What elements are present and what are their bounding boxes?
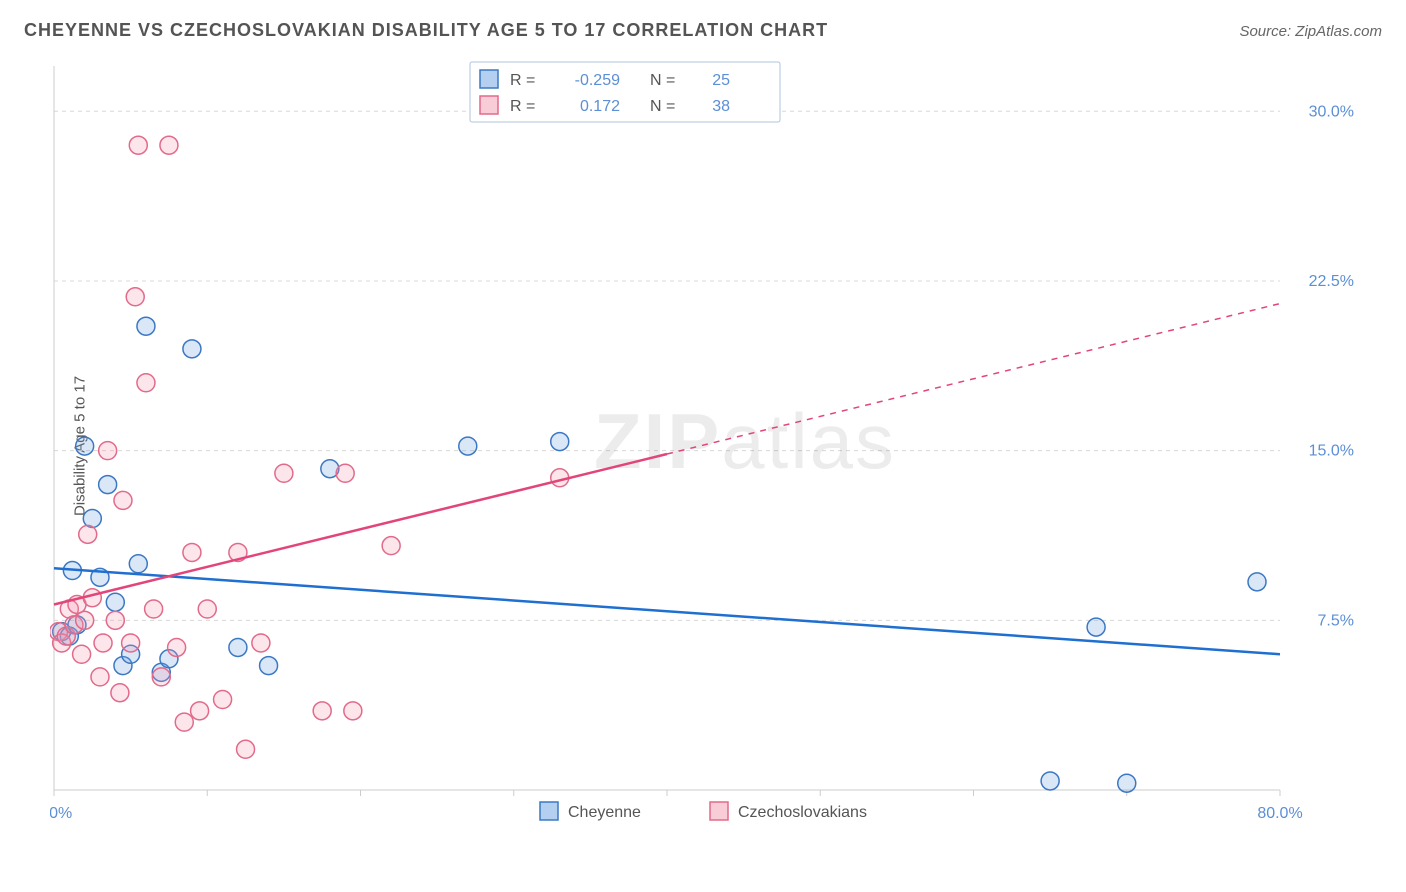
data-point (106, 593, 124, 611)
legend-swatch (480, 70, 498, 88)
watermark: ZIPatlas (594, 397, 896, 485)
data-point (260, 657, 278, 675)
legend-n-value: 38 (712, 98, 730, 115)
data-point (459, 437, 477, 455)
data-point (198, 600, 216, 618)
legend-swatch (540, 802, 558, 820)
data-point (1118, 774, 1136, 792)
data-point (1041, 772, 1059, 790)
data-point (252, 634, 270, 652)
legend-n-value: 25 (712, 72, 730, 89)
data-point (76, 437, 94, 455)
y-tick-label: 15.0% (1309, 443, 1354, 460)
legend-n-label: N = (650, 98, 675, 115)
legend-r-label: R = (510, 72, 535, 89)
data-point (73, 645, 91, 663)
data-point (129, 136, 147, 154)
x-tick-label: 80.0% (1257, 805, 1302, 822)
series-legend: Cheyenne Czechoslovakians (540, 802, 867, 821)
data-point (99, 476, 117, 494)
scatter-chart: 0.0% 80.0% 7.5% 15.0% 22.5% 30.0% ZIPatlas R = -… (50, 60, 1360, 830)
data-point (122, 634, 140, 652)
source-label: Source: ZipAtlas.com (1239, 23, 1382, 40)
data-point (183, 543, 201, 561)
data-point (229, 638, 247, 656)
legend-swatch (480, 96, 498, 114)
data-point (191, 702, 209, 720)
legend-r-label: R = (510, 98, 535, 115)
data-point (94, 634, 112, 652)
data-point (106, 611, 124, 629)
data-point (183, 340, 201, 358)
legend-swatch (710, 802, 728, 820)
x-tick-label: 0.0% (50, 805, 72, 822)
data-point (237, 740, 255, 758)
data-point (175, 713, 193, 731)
data-point (126, 288, 144, 306)
data-point (313, 702, 331, 720)
data-point (91, 668, 109, 686)
data-point (152, 668, 170, 686)
data-point (114, 491, 132, 509)
data-point (137, 374, 155, 392)
data-point (99, 442, 117, 460)
data-point (275, 464, 293, 482)
data-point (551, 433, 569, 451)
data-point (111, 684, 129, 702)
chart-svg: 0.0% 80.0% 7.5% 15.0% 22.5% 30.0% ZIPatlas R = -… (50, 60, 1360, 830)
y-tick-label: 30.0% (1309, 103, 1354, 120)
data-point (129, 555, 147, 573)
data-point (145, 600, 163, 618)
trend-line (54, 454, 667, 604)
stats-legend: R = -0.259 N = 25 R = 0.172 N = 38 (470, 62, 780, 122)
y-tick-label: 22.5% (1309, 273, 1354, 290)
data-point (137, 317, 155, 335)
legend-n-label: N = (650, 72, 675, 89)
data-point (160, 136, 178, 154)
data-point (1248, 573, 1266, 591)
data-point (168, 638, 186, 656)
chart-title: CHEYENNE VS CZECHOSLOVAKIAN DISABILITY A… (24, 20, 828, 41)
data-point (382, 537, 400, 555)
legend-series-label: Cheyenne (568, 804, 641, 821)
data-point (344, 702, 362, 720)
data-point (336, 464, 354, 482)
legend-r-value: -0.259 (575, 72, 620, 89)
legend-r-value: 0.172 (580, 98, 620, 115)
data-point (214, 691, 232, 709)
y-tick-label: 7.5% (1318, 612, 1354, 629)
legend-series-label: Czechoslovakians (738, 804, 867, 821)
data-point (1087, 618, 1105, 636)
data-point (79, 525, 97, 543)
data-point (76, 611, 94, 629)
